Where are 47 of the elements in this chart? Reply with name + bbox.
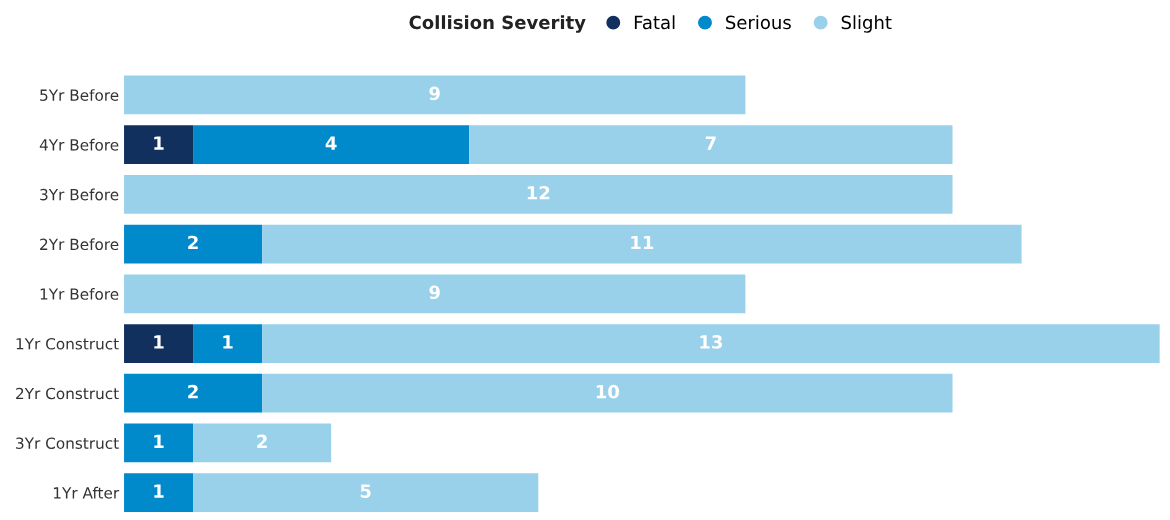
data-label: 1	[154, 136, 164, 150]
data-label: 4	[325, 136, 337, 150]
data-label: 10	[596, 384, 620, 399]
y-tick-label: 4Yr Before	[39, 138, 119, 151]
data-label: 1	[154, 434, 164, 448]
y-tick-label: 1Yr After	[53, 486, 120, 499]
bar	[124, 274, 746, 314]
y-tick-label: 5Yr Before	[40, 89, 119, 101]
bar	[124, 423, 194, 463]
bar	[262, 373, 953, 413]
y-tick-label: 3Yr Before	[40, 188, 119, 201]
bar	[193, 473, 539, 513]
bar	[124, 174, 953, 214]
bar	[262, 224, 1022, 264]
bar	[124, 125, 194, 165]
y-tick-label: 3Yr Construct	[16, 437, 119, 449]
bar	[124, 324, 194, 363]
data-label: 1	[223, 335, 233, 349]
legend-label: Serious	[726, 15, 791, 30]
legend-label: Fatal	[634, 15, 675, 30]
bar	[193, 423, 332, 463]
data-label: 2	[188, 384, 198, 399]
bar	[262, 324, 1160, 363]
data-label: 9	[429, 285, 440, 300]
bar	[124, 473, 194, 513]
data-label: 2	[257, 434, 267, 448]
data-label: 11	[631, 235, 654, 250]
data-label: 7	[705, 136, 716, 150]
data-label: 9	[429, 86, 440, 101]
y-tick-label: 2Yr Construct	[16, 387, 119, 400]
bar	[124, 373, 263, 413]
y-tick-label: 1Yr Construct	[16, 337, 119, 350]
data-label: 1	[154, 335, 164, 349]
bar	[469, 125, 953, 165]
bar	[124, 75, 746, 115]
bar	[193, 324, 263, 363]
legend-title: Collision Severity	[409, 15, 586, 33]
y-tick-label: 1Yr Before	[40, 288, 119, 300]
data-label: 12	[527, 185, 550, 200]
data-label: 1	[154, 484, 164, 498]
legend-label: Slight	[841, 15, 892, 33]
bar	[193, 125, 470, 165]
data-label: 5	[360, 484, 371, 498]
data-label: 13	[700, 335, 722, 349]
y-tick-label: 2Yr Before	[40, 238, 119, 251]
data-label: 2	[188, 235, 198, 250]
bar	[124, 224, 263, 264]
